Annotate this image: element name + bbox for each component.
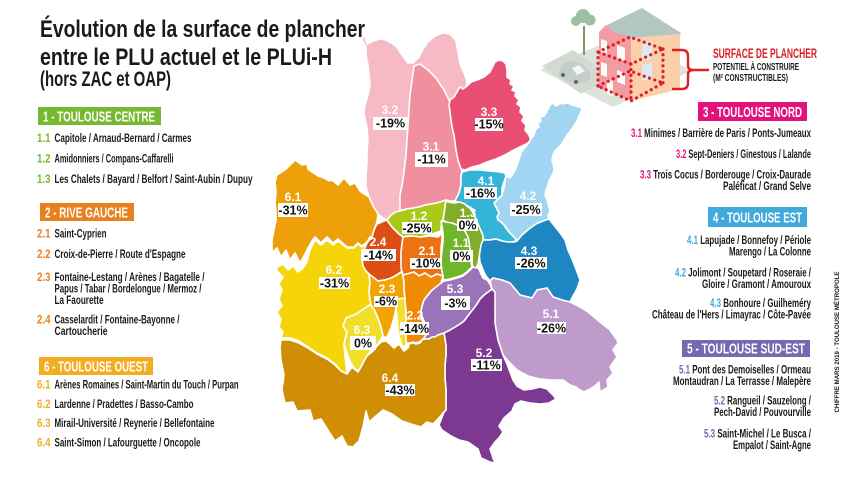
- svg-text:SURFACE DE PLANCHER: SURFACE DE PLANCHER: [713, 46, 817, 61]
- svg-text:1.3: 1.3: [37, 172, 51, 186]
- svg-text:-14%: -14%: [400, 322, 429, 336]
- svg-text:6.2: 6.2: [37, 397, 51, 411]
- svg-text:La Faourette: La Faourette: [55, 293, 104, 307]
- svg-text:2.1: 2.1: [37, 227, 51, 241]
- svg-text:Paléficat / Grand Selve: Paléficat / Grand Selve: [723, 179, 811, 193]
- svg-text:Croix-de-Pierre / Route d'Espa: Croix-de-Pierre / Route d'Espagne: [55, 247, 186, 261]
- svg-text:POTENTIEL À CONSTRUIRE: POTENTIEL À CONSTRUIRE: [713, 60, 799, 73]
- svg-text:4.3: 4.3: [521, 244, 538, 258]
- svg-text:6.1: 6.1: [37, 378, 51, 392]
- svg-text:Gloire / Gramont / Amouroux: Gloire / Gramont / Amouroux: [702, 277, 811, 291]
- svg-text:Fontaine-Lestang / Arènes / Ba: Fontaine-Lestang / Arènes / Bagatelle /: [55, 270, 205, 284]
- svg-text:6.3: 6.3: [37, 416, 51, 430]
- svg-text:6.1: 6.1: [285, 190, 302, 204]
- svg-text:5.2: 5.2: [476, 346, 493, 360]
- svg-text:Lardenne / Pradettes / Basso-C: Lardenne / Pradettes / Basso-Cambo: [55, 397, 194, 411]
- svg-text:Château de l'Hers / Limayrac /: Château de l'Hers / Limayrac / Côte-Pavé…: [652, 308, 811, 322]
- svg-text:5.3: 5.3: [447, 282, 464, 296]
- svg-text:4.1: 4.1: [478, 174, 495, 188]
- svg-text:CHIFFRE MARS 2019 - TOULOUSE M: CHIFFRE MARS 2019 - TOULOUSE MÉTROPOLE: [832, 271, 841, 413]
- svg-text:-26%: -26%: [537, 322, 566, 336]
- svg-text:Empalot / Saint-Agne: Empalot / Saint-Agne: [733, 438, 811, 452]
- svg-text:3.3: 3.3: [481, 105, 498, 119]
- svg-text:Pech-David / Pouvourville: Pech-David / Pouvourville: [714, 405, 811, 419]
- svg-text:Cartoucherie: Cartoucherie: [55, 324, 108, 338]
- svg-text:1.1: 1.1: [453, 236, 470, 250]
- svg-text:Capitole / Arnaud-Bernard / Ca: Capitole / Arnaud-Bernard / Carmes: [55, 131, 192, 145]
- svg-text:-14%: -14%: [364, 249, 393, 263]
- svg-text:-43%: -43%: [385, 384, 414, 398]
- svg-text:0%: 0%: [354, 337, 372, 351]
- svg-text:2.2: 2.2: [407, 309, 424, 323]
- svg-text:(M² CONSTRUCTIBLES): (M² CONSTRUCTIBLES): [713, 72, 788, 84]
- svg-text:3.1: 3.1: [423, 140, 440, 154]
- svg-text:3.2: 3.2: [382, 103, 399, 117]
- svg-text:Amidonniers / Compans-Caffarel: Amidonniers / Compans-Caffarelli: [55, 152, 174, 166]
- svg-text:1.1: 1.1: [37, 131, 51, 145]
- svg-text:3.1 Minimes / Barrière de Pari: 3.1 Minimes / Barrière de Paris / Ponts-…: [631, 126, 811, 140]
- svg-text:4.3 Bonhoure / Guilheméry: 4.3 Bonhoure / Guilheméry: [710, 296, 811, 310]
- svg-text:0%: 0%: [458, 219, 476, 233]
- svg-text:6.2: 6.2: [326, 263, 343, 277]
- svg-text:-10%: -10%: [411, 257, 440, 271]
- svg-text:-19%: -19%: [376, 117, 405, 131]
- svg-text:6.3: 6.3: [354, 323, 371, 337]
- svg-text:2.2: 2.2: [37, 247, 51, 261]
- svg-text:-25%: -25%: [402, 222, 431, 236]
- svg-text:-3%: -3%: [444, 297, 466, 311]
- svg-text:entre le PLU actuel et le PLUi: entre le PLU actuel et le PLUi-H: [40, 44, 332, 71]
- svg-text:-25%: -25%: [511, 203, 540, 217]
- svg-text:3.2 Sept-Deniers / Ginestous /: 3.2 Sept-Deniers / Ginestous / Lalande: [676, 147, 811, 161]
- svg-text:2.3: 2.3: [379, 282, 396, 296]
- svg-text:Mirail-Université / Reynerie /: Mirail-Université / Reynerie / Bellefont…: [55, 416, 215, 430]
- svg-text:4.2: 4.2: [520, 189, 537, 203]
- svg-text:2.4: 2.4: [370, 235, 387, 249]
- svg-text:-6%: -6%: [375, 295, 397, 309]
- svg-text:-31%: -31%: [278, 204, 307, 218]
- svg-text:0%: 0%: [452, 250, 470, 264]
- svg-text:5.3 Saint-Michel / Le Busca /: 5.3 Saint-Michel / Le Busca /: [704, 427, 811, 441]
- svg-text:1.2: 1.2: [37, 152, 51, 166]
- svg-text:3.3 Trois Cocus / Borderouge /: 3.3 Trois Cocus / Borderouge / Croix-Dau…: [640, 168, 811, 182]
- svg-text:-15%: -15%: [474, 118, 503, 132]
- svg-text:Arènes Romaines / Saint-Martin: Arènes Romaines / Saint-Martin du Touch …: [55, 378, 239, 392]
- svg-text:1.3: 1.3: [460, 206, 477, 220]
- svg-text:5 - TOULOUSE SUD-EST: 5 - TOULOUSE SUD-EST: [687, 341, 805, 358]
- svg-text:Montaudran / La Terrasse / Mal: Montaudran / La Terrasse / Malepère: [673, 374, 811, 388]
- svg-text:2.4: 2.4: [37, 313, 51, 327]
- svg-text:-26%: -26%: [516, 257, 545, 271]
- svg-text:5.2 Rangueil / Sauzelong /: 5.2 Rangueil / Sauzelong /: [714, 394, 811, 408]
- svg-text:1.2: 1.2: [411, 209, 428, 223]
- svg-text:4.1 Lapujade / Bonnefoy / Péri: 4.1 Lapujade / Bonnefoy / Périole: [687, 233, 811, 247]
- svg-text:-11%: -11%: [472, 359, 501, 373]
- svg-text:-16%: -16%: [466, 187, 495, 201]
- svg-text:Évolution de la surface de pla: Évolution de la surface de plancher: [40, 15, 365, 43]
- svg-text:Les Chalets / Bayard / Belfort: Les Chalets / Bayard / Belfort / Saint-A…: [55, 172, 253, 186]
- svg-text:5.1: 5.1: [543, 307, 560, 321]
- svg-text:4 - TOULOUSE EST: 4 - TOULOUSE EST: [713, 210, 802, 227]
- svg-text:6.4: 6.4: [37, 436, 51, 450]
- svg-text:6.4: 6.4: [382, 371, 399, 385]
- svg-text:2.1: 2.1: [419, 244, 436, 258]
- svg-text:2 - RIVE GAUCHE: 2 - RIVE GAUCHE: [45, 205, 128, 222]
- svg-text:Saint-Cyprien: Saint-Cyprien: [55, 227, 107, 241]
- svg-text:Casselardit / Fontaine-Bayonne: Casselardit / Fontaine-Bayonne /: [55, 313, 180, 327]
- svg-text:2.3: 2.3: [37, 270, 51, 284]
- svg-text:5.1 Pont des Demoiselles / Orm: 5.1 Pont des Demoiselles / Ormeau: [679, 363, 811, 377]
- svg-text:4.2 Jolimont / Soupetard / Ros: 4.2 Jolimont / Soupetard / Roseraie /: [675, 266, 811, 280]
- svg-text:Papus / Tabar / Bordelongue /: Papus / Tabar / Bordelongue / Mermoz /: [55, 282, 202, 296]
- svg-text:Saint-Simon / Lafourguette / O: Saint-Simon / Lafourguette / Oncopole: [55, 436, 201, 450]
- svg-text:6 - TOULOUSE OUEST: 6 - TOULOUSE OUEST: [44, 359, 148, 376]
- svg-text:1 - TOULOUSE CENTRE: 1 - TOULOUSE CENTRE: [43, 109, 155, 126]
- svg-text:3 - TOULOUSE NORD: 3 - TOULOUSE NORD: [703, 104, 802, 121]
- svg-text:Marengo / La Colonne: Marengo / La Colonne: [729, 245, 811, 259]
- svg-text:(hors ZAC et OAP): (hors ZAC et OAP): [40, 68, 171, 91]
- svg-text:-31%: -31%: [320, 277, 349, 291]
- svg-text:-11%: -11%: [417, 153, 446, 167]
